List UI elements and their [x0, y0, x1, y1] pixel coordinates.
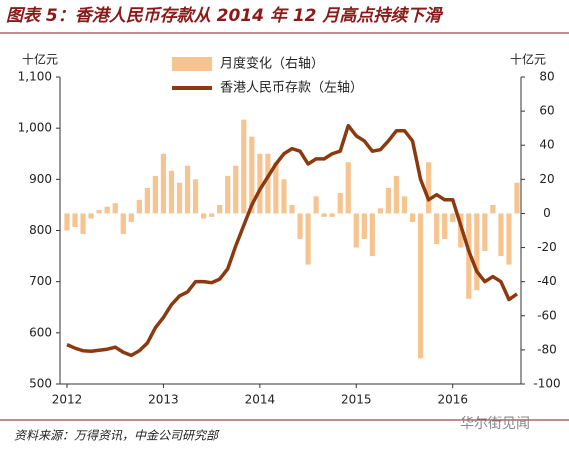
bar	[96, 210, 102, 214]
bar	[337, 192, 343, 214]
bar	[434, 213, 440, 245]
bar	[313, 196, 319, 214]
bar	[112, 203, 118, 214]
y2-tick-label: -40	[537, 274, 557, 288]
legend-swatch	[172, 57, 212, 71]
line	[66, 123, 519, 358]
y-tick-label: 700	[29, 274, 52, 288]
bar	[498, 213, 504, 257]
y-tick-label: 1,000	[18, 121, 52, 135]
bar	[176, 182, 183, 214]
bar	[369, 213, 375, 257]
watermark: 华尔街见闻	[460, 416, 530, 432]
bar	[184, 165, 191, 214]
bar	[249, 136, 255, 214]
bar	[514, 182, 520, 214]
bar	[297, 213, 303, 240]
bar	[474, 213, 480, 291]
bar	[225, 175, 231, 214]
bar	[72, 213, 78, 228]
bar	[361, 213, 367, 240]
bar	[329, 213, 335, 217]
bar	[450, 213, 456, 222]
y2-tick-label: 20	[539, 172, 554, 186]
bar	[385, 187, 392, 214]
bar	[217, 204, 223, 214]
bar	[152, 175, 158, 214]
x-tick-label: 2013	[148, 393, 179, 407]
legend-label: 香港人民币存款（左轴）	[220, 81, 363, 96]
bar	[88, 213, 94, 219]
bar	[273, 162, 279, 214]
y2-tick-label: -100	[533, 377, 560, 391]
bar	[442, 213, 448, 240]
bar	[265, 153, 271, 214]
bar	[168, 170, 175, 214]
y2-tick-label: -20	[537, 240, 557, 254]
bar	[144, 187, 150, 214]
bar	[345, 162, 351, 214]
bar	[353, 213, 359, 248]
legend-label: 月度变化（右轴）	[220, 56, 324, 72]
bar	[490, 204, 496, 214]
bar	[289, 204, 295, 214]
y-tick-label: 900	[29, 172, 52, 186]
source: 资料来源：万得资讯，中金公司研究部	[14, 429, 220, 443]
bar	[120, 213, 126, 234]
bar	[321, 213, 327, 217]
bar	[104, 206, 110, 214]
bar	[401, 196, 408, 214]
bar	[192, 179, 199, 214]
y2-tick-label: -60	[537, 308, 557, 322]
bar	[160, 153, 167, 214]
x-tick-label: 2012	[52, 393, 83, 407]
bar	[482, 213, 488, 251]
y2-tick-label: 80	[539, 70, 554, 84]
bar	[128, 213, 134, 222]
y2-tick-label: 40	[539, 138, 554, 152]
bar	[506, 213, 512, 265]
chart-title: 图表 5：香港人民币存款从 2014 年 12 月高点持续下滑	[6, 6, 443, 26]
y2-tick-label: 60	[539, 104, 554, 118]
bar	[136, 199, 142, 214]
bar	[417, 213, 424, 359]
y2-tick-label: -80	[537, 342, 557, 356]
x-tick-label: 2016	[437, 393, 468, 407]
bar	[409, 213, 416, 222]
y-tick-label: 600	[29, 325, 52, 339]
bar	[377, 208, 383, 214]
bar	[281, 179, 287, 214]
bar	[257, 153, 263, 214]
y-tick-label: 1,100	[18, 70, 52, 84]
y-unit: 十亿元	[22, 52, 58, 67]
x-tick-label: 2015	[341, 393, 372, 407]
y2-tick-label: 0	[543, 206, 551, 220]
y-tick-label: 800	[29, 223, 52, 237]
bar	[393, 175, 400, 214]
bar	[64, 213, 70, 231]
y-tick-label: 500	[29, 377, 52, 391]
bar	[209, 213, 215, 217]
bar	[233, 165, 239, 214]
y2-unit: 十亿元	[510, 52, 546, 67]
bar	[241, 119, 247, 214]
bar	[466, 213, 472, 299]
bar	[80, 213, 86, 234]
bar	[426, 162, 432, 214]
bar	[305, 213, 311, 265]
bar	[201, 213, 207, 219]
x-tick-label: 2014	[245, 393, 276, 407]
